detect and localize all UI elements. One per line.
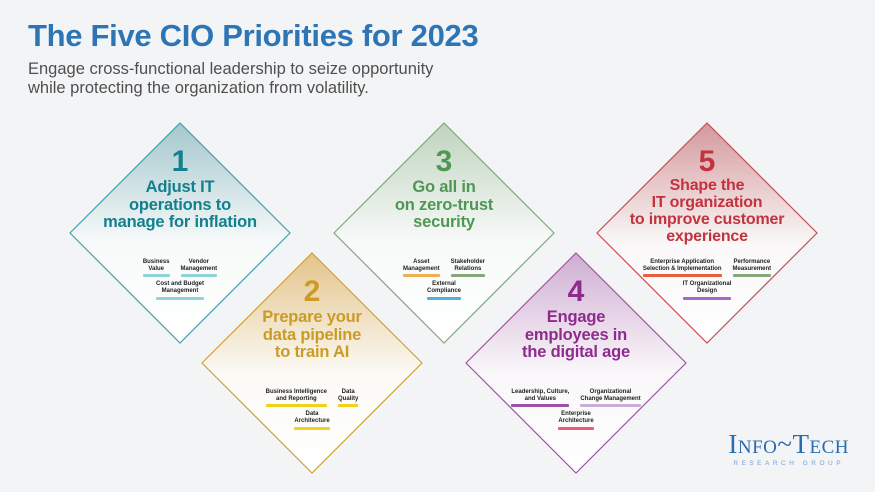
priority-title: Shape the IT organization to improve cus… xyxy=(629,177,785,246)
tag-underline xyxy=(682,296,732,300)
tag-underline xyxy=(338,404,359,408)
priority-tags: Leadership, Culture, and Values Organiza… xyxy=(465,389,687,430)
priority-diamond-4: 4 Engage employees in the digital age Le… xyxy=(465,252,687,474)
tag-underline xyxy=(156,296,204,300)
diamond-shape xyxy=(69,122,291,344)
priority-diamond-2: 2 Prepare your data pipeline to train AI… xyxy=(201,252,423,474)
tag-underline xyxy=(265,404,327,408)
tag-underline xyxy=(558,426,594,430)
diamond-shape xyxy=(596,122,818,344)
tag-vendor-management: Vendor Management xyxy=(180,259,218,278)
diamond-shape xyxy=(201,252,423,474)
priority-tags: Business Intelligence and Reporting Data… xyxy=(201,389,423,430)
priority-number: 3 xyxy=(435,145,453,178)
tag-enterprise-architecture: Enterprise Architecture xyxy=(558,411,594,430)
tag-underline xyxy=(450,274,486,278)
diamond-shape xyxy=(333,122,555,344)
tag-asset-management: Asset Management xyxy=(402,259,440,278)
tag-enterprise-application-selection: Enterprise Application Selection & Imple… xyxy=(642,259,722,278)
tag-data-quality: Data Quality xyxy=(338,389,359,408)
tag-external-compliance: External Compliance xyxy=(426,281,461,300)
tag-underline xyxy=(426,296,461,300)
page-title: The Five CIO Priorities for 2023 xyxy=(28,18,479,53)
priority-diamond-5: 5 Shape the IT organization to improve c… xyxy=(596,122,818,344)
tag-underline xyxy=(142,274,170,278)
tag-underline xyxy=(402,274,440,278)
tag-business-value: Business Value xyxy=(142,259,170,278)
tag-performance-measurement: Performance Measurement xyxy=(732,259,772,278)
priority-diamond-3: 3 Go all in on zero-trust security Asset… xyxy=(333,122,555,344)
priority-title: Go all in on zero-trust security xyxy=(394,178,494,232)
priority-number: 2 xyxy=(303,275,321,308)
priority-title: Adjust IT operations to manage for infla… xyxy=(103,178,257,232)
tag-business-intelligence-reporting: Business Intelligence and Reporting xyxy=(265,389,327,408)
tag-stakeholder-relations: Stakeholder Relations xyxy=(450,259,486,278)
priority-title: Engage employees in the digital age xyxy=(522,308,630,362)
tag-cost-and-budget-management: Cost and Budget Management xyxy=(156,281,204,300)
tag-underline xyxy=(642,274,722,278)
priority-number: 4 xyxy=(567,275,585,308)
tag-organizational-change-management: Organizational Change Management xyxy=(580,389,641,408)
tag-data-architecture: Data Architecture xyxy=(294,411,330,430)
diamond-shape xyxy=(465,252,687,474)
infotech-logo: Info~Tech RESEARCH GROUP xyxy=(728,429,849,468)
priority-number: 5 xyxy=(698,145,716,178)
tag-it-organizational-design: IT Organizational Design xyxy=(682,281,732,300)
tag-underline xyxy=(294,426,330,430)
infotech-logo-wordmark: Info~Tech xyxy=(728,429,849,459)
tag-leadership-culture-values: Leadership, Culture, and Values xyxy=(511,389,570,408)
tag-underline xyxy=(580,404,641,408)
priority-diamond-1: 1 Adjust IT operations to manage for inf… xyxy=(69,122,291,344)
priority-tags: Asset Management Stakeholder Relations E… xyxy=(333,259,555,300)
priority-tags: Business Value Vendor Management Cost an… xyxy=(69,259,291,300)
tag-underline xyxy=(511,404,570,408)
priority-tags: Enterprise Application Selection & Imple… xyxy=(596,259,818,300)
infotech-logo-tagline: RESEARCH GROUP xyxy=(733,460,845,467)
priority-title: Prepare your data pipeline to train AI xyxy=(262,308,362,362)
tag-underline xyxy=(180,274,218,278)
tag-underline xyxy=(732,274,772,278)
page-subtitle: Engage cross-functional leadership to se… xyxy=(28,60,434,97)
priority-number: 1 xyxy=(171,145,189,178)
